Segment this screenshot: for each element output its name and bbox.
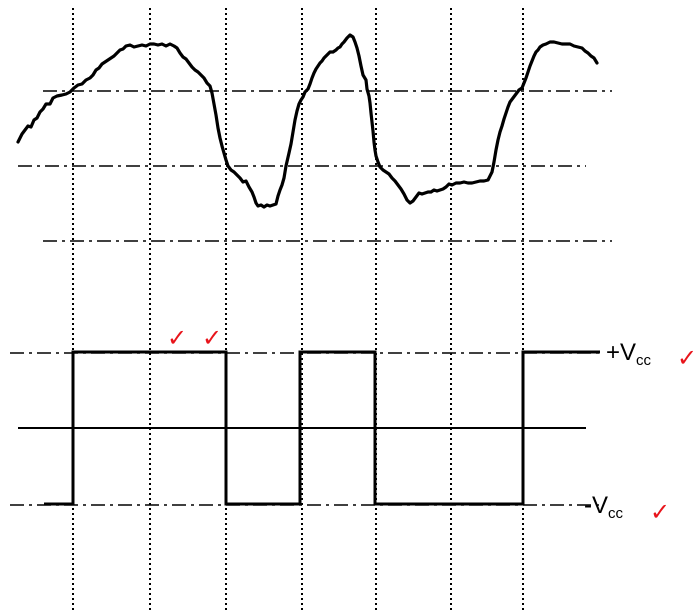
check-mark-1: ✓ (167, 324, 188, 352)
check-mark-vcc-positive: ✓ (677, 344, 696, 372)
negative-vcc-prefix: -V (584, 492, 608, 519)
input-reference-lines (18, 90, 612, 242)
positive-vcc-subscript: cc (636, 352, 652, 369)
check-mark-vcc-negative: ✓ (650, 498, 671, 526)
output-reference-lines (10, 352, 600, 506)
negative-vcc-label: -Vcc (584, 492, 623, 522)
check-mark-2: ✓ (202, 324, 223, 352)
positive-vcc-label: +Vcc (606, 339, 651, 369)
output-waveform (44, 350, 600, 506)
vertical-time-markers (72, 8, 524, 613)
positive-vcc-prefix: +V (606, 339, 637, 366)
negative-vcc-subscript: cc (608, 505, 623, 522)
input-waveform (16, 33, 599, 209)
